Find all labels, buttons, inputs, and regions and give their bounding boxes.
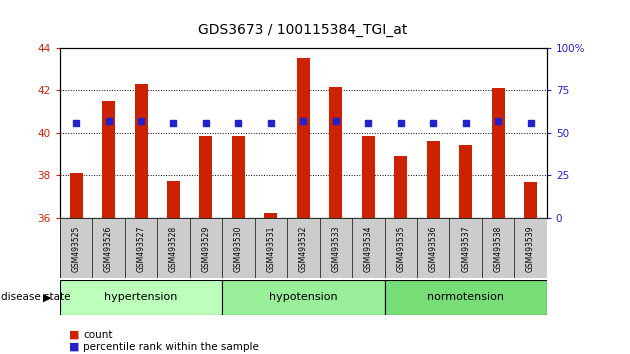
Point xyxy=(168,120,178,125)
Bar xyxy=(200,136,212,218)
Point xyxy=(396,120,406,125)
Bar xyxy=(167,181,180,218)
Bar xyxy=(524,182,537,218)
Text: hypertension: hypertension xyxy=(105,292,178,302)
Text: GSM493530: GSM493530 xyxy=(234,225,243,272)
Bar xyxy=(297,58,310,218)
Text: percentile rank within the sample: percentile rank within the sample xyxy=(83,342,259,352)
Bar xyxy=(232,136,245,218)
Bar xyxy=(491,88,505,218)
Bar xyxy=(69,173,83,218)
Text: disease state: disease state xyxy=(1,292,71,302)
Point xyxy=(493,118,503,124)
Point xyxy=(233,120,243,125)
Point xyxy=(103,118,113,124)
Text: GSM493532: GSM493532 xyxy=(299,225,308,272)
Text: GSM493539: GSM493539 xyxy=(526,225,535,272)
Bar xyxy=(222,280,384,315)
Bar xyxy=(60,280,222,315)
Bar xyxy=(427,141,440,218)
Text: GSM493538: GSM493538 xyxy=(494,225,503,272)
Point xyxy=(364,120,374,125)
Bar xyxy=(255,218,287,278)
Bar xyxy=(93,218,125,278)
Text: GSM493531: GSM493531 xyxy=(266,225,275,272)
Point xyxy=(331,118,341,124)
Text: GSM493533: GSM493533 xyxy=(331,225,340,272)
Text: normotension: normotension xyxy=(427,292,504,302)
Bar xyxy=(384,280,547,315)
Bar xyxy=(362,136,375,218)
Text: GSM493528: GSM493528 xyxy=(169,225,178,272)
Text: ■: ■ xyxy=(69,330,80,339)
Text: GSM493529: GSM493529 xyxy=(202,225,210,272)
Point xyxy=(71,120,81,125)
Text: GSM493536: GSM493536 xyxy=(428,225,438,272)
Bar xyxy=(482,218,514,278)
Text: hypotension: hypotension xyxy=(269,292,338,302)
Bar xyxy=(60,218,93,278)
Point xyxy=(525,120,536,125)
Point xyxy=(299,118,309,124)
Point xyxy=(461,120,471,125)
Point xyxy=(266,120,276,125)
Bar xyxy=(102,101,115,218)
Bar xyxy=(514,218,547,278)
Text: GSM493534: GSM493534 xyxy=(364,225,373,272)
Bar xyxy=(265,213,277,218)
Bar xyxy=(329,87,342,218)
Bar xyxy=(417,218,449,278)
Bar xyxy=(158,218,190,278)
Text: ■: ■ xyxy=(69,342,80,352)
Bar xyxy=(449,218,482,278)
Bar xyxy=(135,84,147,218)
Text: GSM493535: GSM493535 xyxy=(396,225,405,272)
Bar xyxy=(287,218,319,278)
Text: GSM493525: GSM493525 xyxy=(72,225,81,272)
Point xyxy=(428,120,438,125)
Text: ▶: ▶ xyxy=(43,292,52,302)
Bar xyxy=(190,218,222,278)
Bar xyxy=(384,218,417,278)
Point xyxy=(136,118,146,124)
Text: GSM493537: GSM493537 xyxy=(461,225,470,272)
Text: GSM493527: GSM493527 xyxy=(137,225,146,272)
Bar xyxy=(352,218,384,278)
Bar xyxy=(125,218,158,278)
Point xyxy=(201,120,211,125)
Bar xyxy=(319,218,352,278)
Text: GDS3673 / 100115384_TGI_at: GDS3673 / 100115384_TGI_at xyxy=(198,23,407,37)
Bar xyxy=(394,156,407,218)
Text: GSM493526: GSM493526 xyxy=(104,225,113,272)
Text: count: count xyxy=(83,330,113,339)
Bar xyxy=(222,218,255,278)
Bar xyxy=(459,145,472,218)
